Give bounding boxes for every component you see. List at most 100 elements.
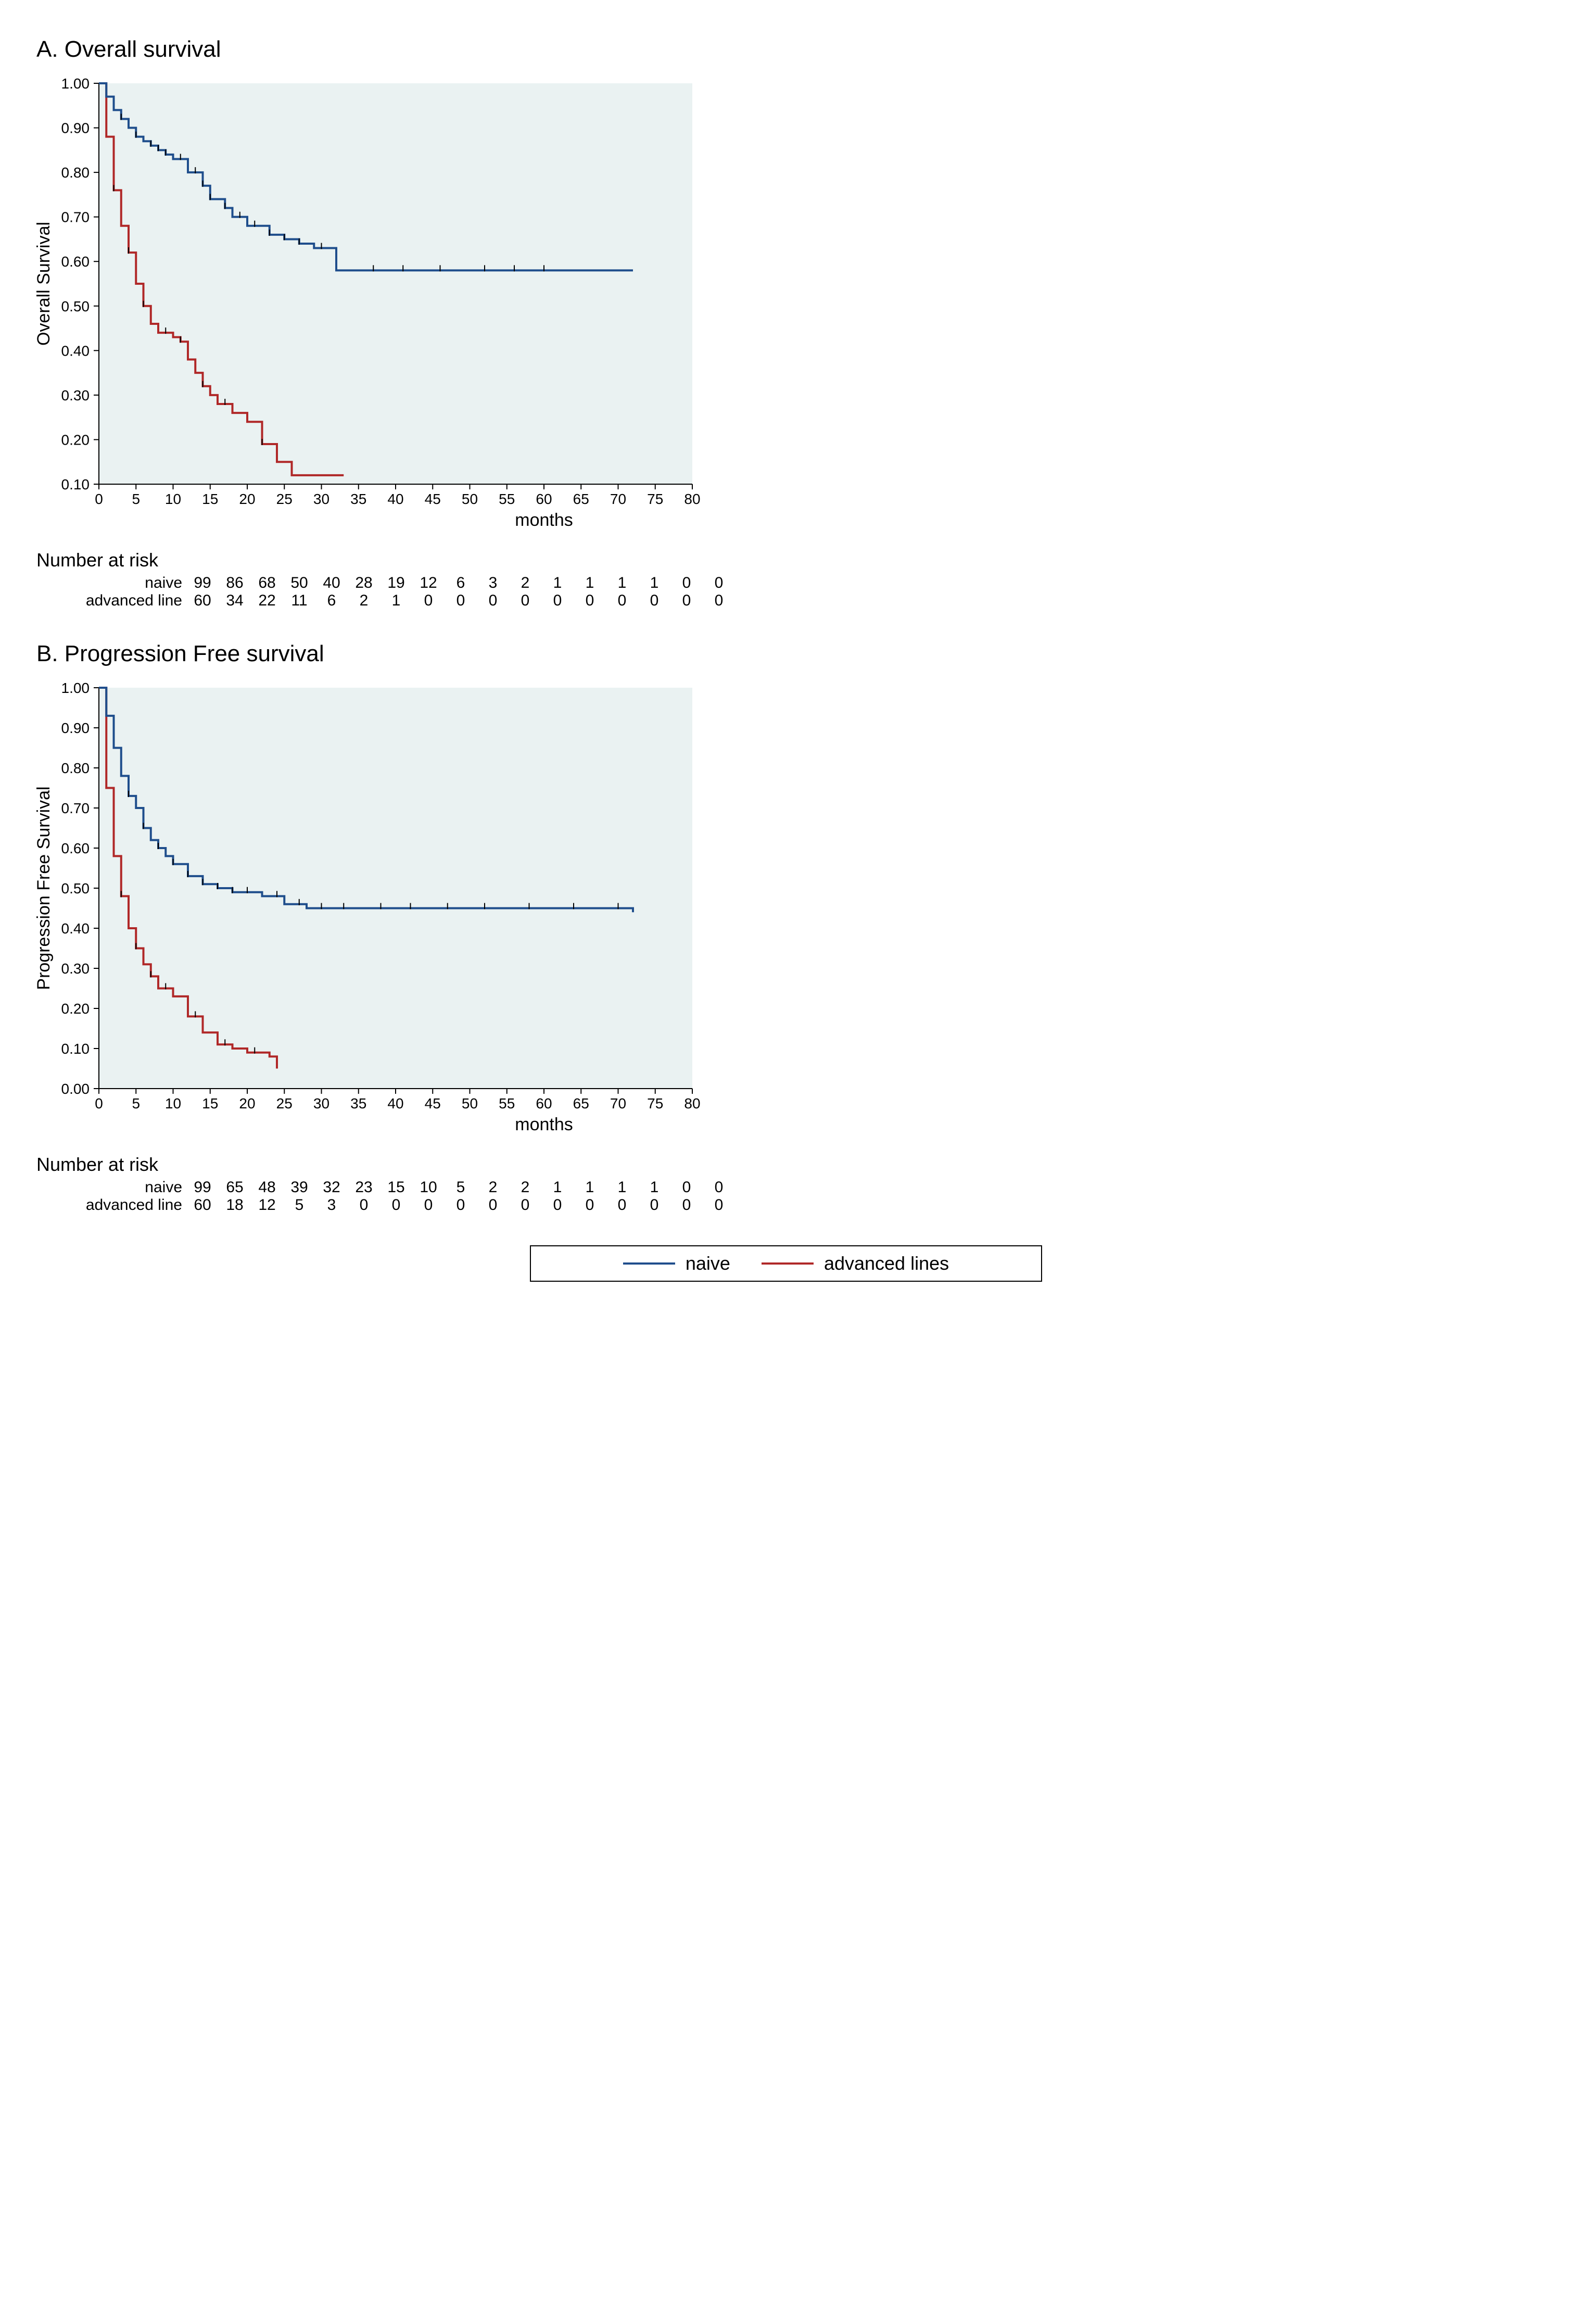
- risk-cell: 32: [315, 1179, 348, 1196]
- risk-cell: 15: [380, 1179, 412, 1196]
- svg-text:80: 80: [684, 491, 700, 507]
- svg-text:1.00: 1.00: [61, 680, 90, 696]
- risk-cell: 0: [445, 1196, 477, 1214]
- risk-cell: 0: [541, 1196, 574, 1214]
- risk-cell: 0: [541, 592, 574, 610]
- risk-row: advanced line60181253000000000000: [36, 1196, 1551, 1214]
- panel-a-title: A. Overall survival: [36, 36, 1551, 62]
- panel-a-chart: 051015202530354045505560657075800.100.20…: [21, 68, 1551, 539]
- risk-cell: 12: [412, 574, 445, 592]
- risk-cell: 1: [380, 592, 412, 610]
- svg-text:75: 75: [647, 491, 663, 507]
- svg-text:0.50: 0.50: [61, 880, 90, 896]
- risk-cell: 0: [509, 592, 541, 610]
- risk-cell: 99: [186, 574, 219, 592]
- svg-text:25: 25: [276, 491, 293, 507]
- svg-text:0.70: 0.70: [61, 800, 90, 816]
- svg-text:70: 70: [610, 491, 626, 507]
- risk-cell: 0: [703, 574, 735, 592]
- risk-cell: 0: [703, 592, 735, 610]
- svg-text:60: 60: [536, 491, 552, 507]
- risk-cell: 3: [477, 574, 509, 592]
- risk-cell: 50: [283, 574, 315, 592]
- risk-cell: 2: [348, 592, 380, 610]
- svg-text:0.50: 0.50: [61, 298, 90, 314]
- svg-text:35: 35: [350, 1095, 366, 1112]
- svg-text:0: 0: [95, 491, 103, 507]
- legend-swatch: [623, 1262, 675, 1265]
- legend-label: naive: [686, 1253, 730, 1274]
- risk-cell: 0: [477, 1196, 509, 1214]
- risk-cell: 0: [638, 1196, 670, 1214]
- risk-row-label: naive: [36, 1179, 186, 1196]
- svg-text:Overall Survival: Overall Survival: [34, 222, 54, 346]
- svg-text:50: 50: [462, 1095, 478, 1112]
- panel-b-title: B. Progression Free survival: [36, 641, 1551, 667]
- svg-text:55: 55: [499, 491, 515, 507]
- risk-cell: 0: [380, 1196, 412, 1214]
- svg-text:10: 10: [165, 491, 181, 507]
- risk-cell: 1: [606, 574, 638, 592]
- risk-cell: 0: [445, 592, 477, 610]
- risk-cell: 1: [541, 574, 574, 592]
- risk-cell: 5: [445, 1179, 477, 1196]
- risk-cell: 65: [219, 1179, 251, 1196]
- panel-b-chart: 051015202530354045505560657075800.000.10…: [21, 672, 1551, 1143]
- svg-text:0.30: 0.30: [61, 961, 90, 977]
- risk-cell: 68: [251, 574, 283, 592]
- svg-text:0.40: 0.40: [61, 343, 90, 359]
- svg-text:0.90: 0.90: [61, 120, 90, 136]
- risk-cell: 19: [380, 574, 412, 592]
- risk-cell: 23: [348, 1179, 380, 1196]
- risk-cell: 2: [509, 574, 541, 592]
- risk-cell: 1: [606, 1179, 638, 1196]
- svg-text:0.20: 0.20: [61, 432, 90, 448]
- svg-text:0.80: 0.80: [61, 760, 90, 776]
- svg-text:0.40: 0.40: [61, 920, 90, 937]
- svg-text:15: 15: [202, 491, 218, 507]
- svg-text:0.80: 0.80: [61, 165, 90, 181]
- risk-row-label: naive: [36, 574, 186, 592]
- svg-text:70: 70: [610, 1095, 626, 1112]
- risk-cell: 0: [477, 592, 509, 610]
- risk-row: naive9986685040281912632111100: [36, 574, 1551, 592]
- svg-text:40: 40: [387, 1095, 403, 1112]
- risk-cell: 40: [315, 574, 348, 592]
- legend-swatch: [762, 1262, 814, 1265]
- risk-cell: 0: [670, 574, 703, 592]
- risk-cell: 39: [283, 1179, 315, 1196]
- risk-cell: 34: [219, 592, 251, 610]
- risk-row: naive9965483932231510522111100: [36, 1179, 1551, 1196]
- risk-cell: 0: [670, 592, 703, 610]
- svg-text:15: 15: [202, 1095, 218, 1112]
- risk-cell: 0: [606, 592, 638, 610]
- risk-cell: 60: [186, 1196, 219, 1214]
- legend-item: naive: [623, 1253, 730, 1274]
- risk-cell: 18: [219, 1196, 251, 1214]
- risk-cell: 10: [412, 1179, 445, 1196]
- risk-cell: 0: [670, 1179, 703, 1196]
- svg-text:0.60: 0.60: [61, 254, 90, 270]
- risk-cell: 2: [477, 1179, 509, 1196]
- svg-text:Progression Free Survival: Progression Free Survival: [34, 786, 54, 990]
- svg-text:0.00: 0.00: [61, 1081, 90, 1097]
- svg-text:45: 45: [425, 1095, 441, 1112]
- risk-cell: 5: [283, 1196, 315, 1214]
- svg-text:30: 30: [313, 491, 329, 507]
- risk-cell: 60: [186, 592, 219, 610]
- risk-header: Number at risk: [36, 549, 1551, 571]
- svg-text:5: 5: [132, 1095, 140, 1112]
- svg-text:30: 30: [313, 1095, 329, 1112]
- risk-cell: 0: [509, 1196, 541, 1214]
- svg-text:0.70: 0.70: [61, 209, 90, 225]
- legend-label: advanced lines: [824, 1253, 949, 1274]
- risk-cell: 1: [638, 1179, 670, 1196]
- svg-text:5: 5: [132, 491, 140, 507]
- risk-cell: 6: [315, 592, 348, 610]
- risk-row: advanced line603422116210000000000: [36, 592, 1551, 610]
- risk-cell: 12: [251, 1196, 283, 1214]
- legend: naive advanced lines: [530, 1245, 1042, 1282]
- svg-text:65: 65: [573, 491, 589, 507]
- legend-item: advanced lines: [762, 1253, 949, 1274]
- svg-text:0.60: 0.60: [61, 840, 90, 856]
